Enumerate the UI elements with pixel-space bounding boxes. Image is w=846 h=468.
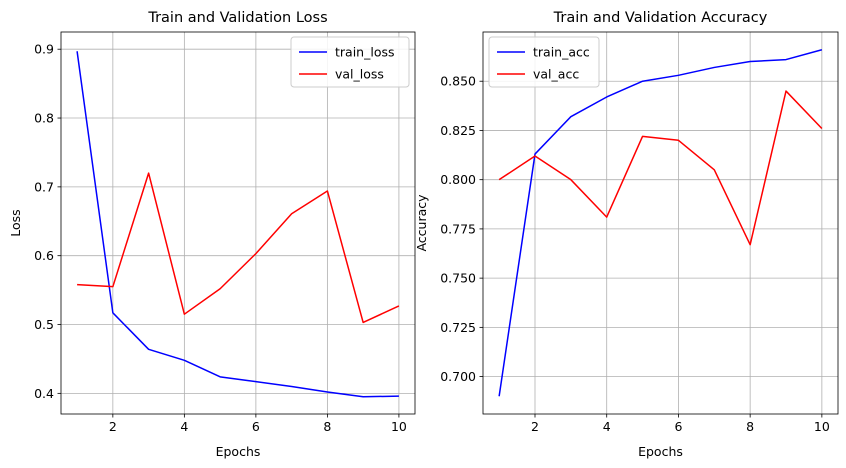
series-line-val_loss [77, 172, 400, 324]
chart-title: Train and Validation Loss [147, 10, 327, 26]
y-tick-label: 0.700 [440, 369, 476, 384]
legend-label: val_acc [533, 67, 579, 82]
series-line-train_acc [498, 48, 823, 397]
y-tick-label: 0.9 [34, 42, 54, 57]
axes-frame [60, 31, 416, 415]
y-tick-label: 0.775 [440, 221, 476, 236]
y-tick-label: 0.750 [440, 271, 476, 286]
x-tick-label: 8 [323, 419, 331, 434]
y-tick-label: 0.800 [440, 172, 476, 187]
x-axis-label: Epochs [638, 444, 683, 459]
y-tick-label: 0.7 [34, 179, 54, 194]
y-tick-label: 0.5 [34, 317, 54, 332]
x-tick-label: 10 [814, 419, 830, 434]
x-axis-label: Epochs [216, 444, 261, 459]
legend-label: train_acc [533, 45, 590, 60]
x-tick-label: 6 [674, 419, 682, 434]
legend-label: train_loss [335, 45, 395, 60]
x-tick-label: 8 [746, 419, 754, 434]
chart-title: Train and Validation Accuracy [553, 10, 768, 26]
y-tick-label: 0.8 [34, 111, 54, 126]
y-tick-label: 0.825 [440, 123, 476, 138]
y-tick-label: 0.725 [440, 320, 476, 335]
legend-label: val_loss [335, 67, 384, 82]
x-tick-label: 2 [531, 419, 539, 434]
accuracy-chart: 2 4 6 8 10 0.700 0.725 0.750 0.775 0.800 0.825 0.85… [414, 10, 839, 459]
y-tick-label: 0.850 [440, 74, 476, 89]
loss-chart: 2 4 6 8 10 0.4 0.5 0.6 0.7 0.8 0.9 Train and Valida… [8, 10, 416, 459]
x-tick-label: 4 [180, 419, 188, 434]
x-tick-label: 2 [109, 419, 117, 434]
x-tick-label: 10 [391, 419, 407, 434]
y-tick-label: 0.4 [34, 386, 54, 401]
x-tick-label: 4 [603, 419, 611, 434]
y-axis-label: Loss [8, 209, 23, 236]
series-line-val_acc [498, 90, 823, 246]
y-tick-label: 0.6 [34, 248, 54, 263]
y-axis-label: Accuracy [414, 194, 429, 252]
x-tick-label: 6 [252, 419, 260, 434]
series-line-train_loss [76, 51, 399, 398]
axes-frame [482, 31, 839, 415]
